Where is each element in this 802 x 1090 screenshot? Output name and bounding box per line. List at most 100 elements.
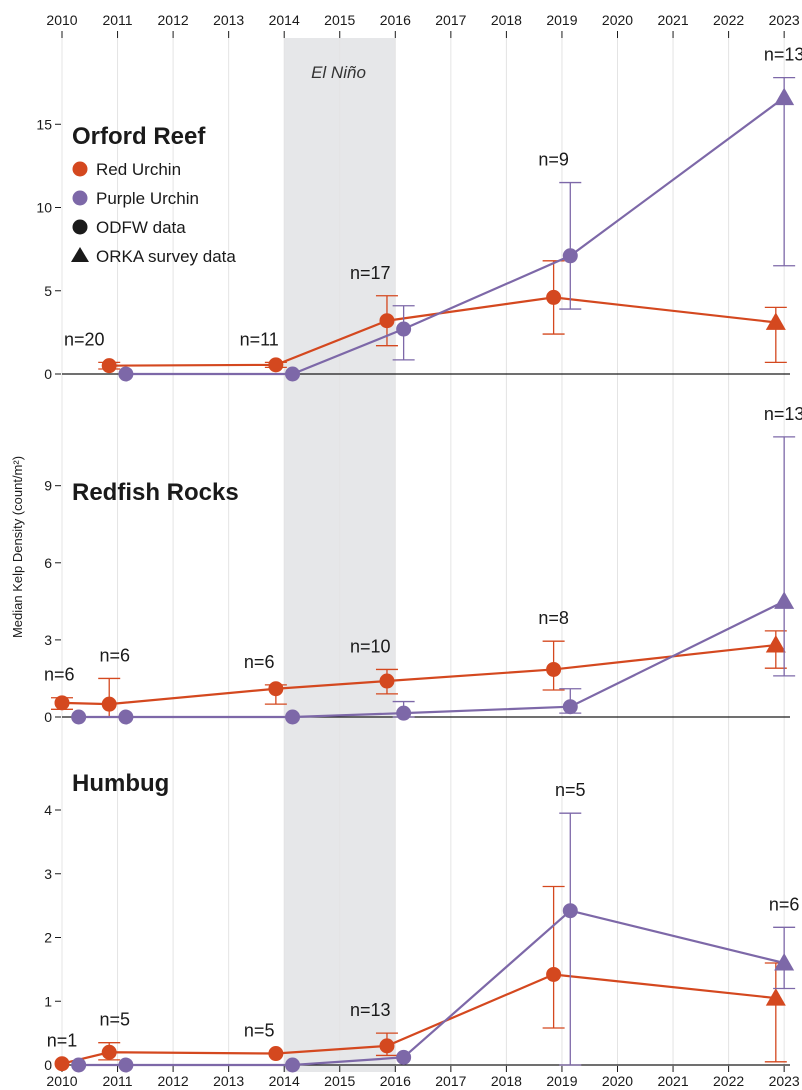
sample-size-label: n=17 xyxy=(350,263,391,283)
bottom-x-tick-label: 2023 xyxy=(769,1073,800,1089)
y-tick-label: 15 xyxy=(36,116,52,132)
y-tick-label: 1 xyxy=(44,993,52,1009)
el-nino-label: El Niño xyxy=(311,63,366,82)
top-x-tick-label: 2023 xyxy=(769,12,800,28)
purple-urchin-circle-point xyxy=(118,1057,134,1073)
top-x-tick-label: 2011 xyxy=(102,12,132,28)
red-urchin-series-line xyxy=(61,973,776,1065)
red-urchin-triangle-point xyxy=(765,312,786,330)
red-urchin-circle-point xyxy=(101,696,117,712)
red-urchin-circle-point xyxy=(54,1056,70,1072)
red-urchin-triangle-point xyxy=(765,988,786,1006)
top-x-tick-label: 2019 xyxy=(546,12,577,28)
sample-size-label: n=6 xyxy=(244,652,275,672)
bottom-x-tick-label: 2014 xyxy=(269,1073,300,1089)
top-x-tick-label: 2016 xyxy=(380,12,411,28)
bottom-x-tick-label: 2011 xyxy=(102,1073,132,1089)
red-urchin-circle-point xyxy=(268,681,284,697)
y-tick-label: 4 xyxy=(44,802,52,818)
purple-urchin-triangle-point xyxy=(774,591,795,609)
purple-urchin-circle-point xyxy=(396,321,412,337)
sample-size-label: n=6 xyxy=(99,645,130,665)
top-x-tick-label: 2020 xyxy=(602,12,633,28)
red-urchin-circle-point xyxy=(546,289,562,305)
bottom-x-tick-label: 2017 xyxy=(435,1073,466,1089)
purple-urchin-circle-point xyxy=(562,699,578,715)
red-urchin-circle-point xyxy=(54,695,70,711)
sample-size-label: n=13 xyxy=(764,45,802,65)
bottom-x-tick-label: 2020 xyxy=(602,1073,633,1089)
legend-triangle-marker xyxy=(71,247,89,262)
bottom-x-tick-label: 2022 xyxy=(713,1073,744,1089)
sample-size-label: n=6 xyxy=(44,665,75,685)
sample-size-label: n=9 xyxy=(538,150,569,170)
top-x-tick-label: 2015 xyxy=(324,12,355,28)
sample-size-label: n=1 xyxy=(47,1031,78,1051)
legend-label: Red Urchin xyxy=(96,160,181,179)
top-x-tick-label: 2022 xyxy=(713,12,744,28)
y-tick-label: 6 xyxy=(44,555,52,571)
legend-circle-marker xyxy=(72,190,88,206)
bottom-x-tick-label: 2019 xyxy=(546,1073,577,1089)
purple-urchin-circle-point xyxy=(562,248,578,264)
y-tick-label: 0 xyxy=(44,1057,52,1073)
y-tick-label: 10 xyxy=(36,200,52,216)
y-tick-label: 0 xyxy=(44,366,52,382)
purple-urchin-circle-point xyxy=(396,1049,412,1065)
purple-urchin-circle-point xyxy=(118,709,134,725)
red-urchin-circle-point xyxy=(379,313,395,329)
y-axis-label: Median Kelp Density (count/m²) xyxy=(10,456,25,638)
legend-circle-marker xyxy=(72,161,88,177)
top-x-tick-label: 2012 xyxy=(158,12,189,28)
bottom-x-tick-label: 2010 xyxy=(46,1073,77,1089)
y-tick-label: 3 xyxy=(44,866,52,882)
bottom-x-tick-label: 2018 xyxy=(491,1073,522,1089)
sample-size-label: n=5 xyxy=(99,1010,130,1030)
top-x-tick-label: 2021 xyxy=(657,12,688,28)
red-urchin-triangle-point xyxy=(765,635,786,653)
purple-urchin-circle-point xyxy=(285,709,301,725)
y-tick-label: 3 xyxy=(44,632,52,648)
top-x-tick-label: 2010 xyxy=(46,12,77,28)
top-x-tick-label: 2014 xyxy=(269,12,300,28)
y-tick-label: 0 xyxy=(44,709,52,725)
red-urchin-circle-point xyxy=(546,661,562,677)
legend-label: ORKA survey data xyxy=(96,247,236,266)
y-tick-label: 9 xyxy=(44,478,52,494)
bottom-x-tick-label: 2013 xyxy=(213,1073,244,1089)
purple-urchin-triangle-point xyxy=(774,87,795,106)
data-layer xyxy=(51,77,796,1073)
red-urchin-circle-point xyxy=(268,1046,284,1062)
legend-circle-marker xyxy=(72,219,88,235)
bottom-x-tick-label: 2021 xyxy=(657,1073,688,1089)
top-x-tick-label: 2018 xyxy=(491,12,522,28)
bottom-x-tick-label: 2012 xyxy=(158,1073,189,1089)
red-urchin-circle-point xyxy=(379,1038,395,1054)
y-tick-label: 2 xyxy=(44,930,52,946)
panel-title: Redfish Rocks xyxy=(72,479,239,506)
sample-size-label: n=5 xyxy=(555,780,586,800)
sample-size-label: n=8 xyxy=(538,608,569,628)
top-x-tick-label: 2013 xyxy=(213,12,244,28)
sample-size-label: n=6 xyxy=(769,894,800,914)
purple-urchin-triangle-point xyxy=(774,953,795,971)
top-x-tick-label: 2017 xyxy=(435,12,466,28)
purple-urchin-circle-point xyxy=(396,705,412,721)
legend-label: ODFW data xyxy=(96,218,186,237)
bottom-x-tick-label: 2015 xyxy=(324,1073,355,1089)
red-urchin-circle-point xyxy=(101,1044,117,1060)
purple-urchin-circle-point xyxy=(71,709,87,725)
red-urchin-circle-point xyxy=(101,358,117,374)
red-urchin-series-line xyxy=(61,643,776,706)
panel-title: Humbug xyxy=(72,770,169,797)
purple-urchin-series-line xyxy=(125,96,785,376)
sample-size-label: n=10 xyxy=(350,636,391,656)
purple-urchin-circle-point xyxy=(285,366,301,382)
red-urchin-circle-point xyxy=(379,673,395,689)
sample-size-label: n=5 xyxy=(244,1021,275,1041)
sample-size-label: n=11 xyxy=(240,329,279,349)
panel-title: Orford Reef xyxy=(72,123,206,150)
red-urchin-series-line xyxy=(109,296,776,367)
red-urchin-circle-point xyxy=(268,357,284,373)
